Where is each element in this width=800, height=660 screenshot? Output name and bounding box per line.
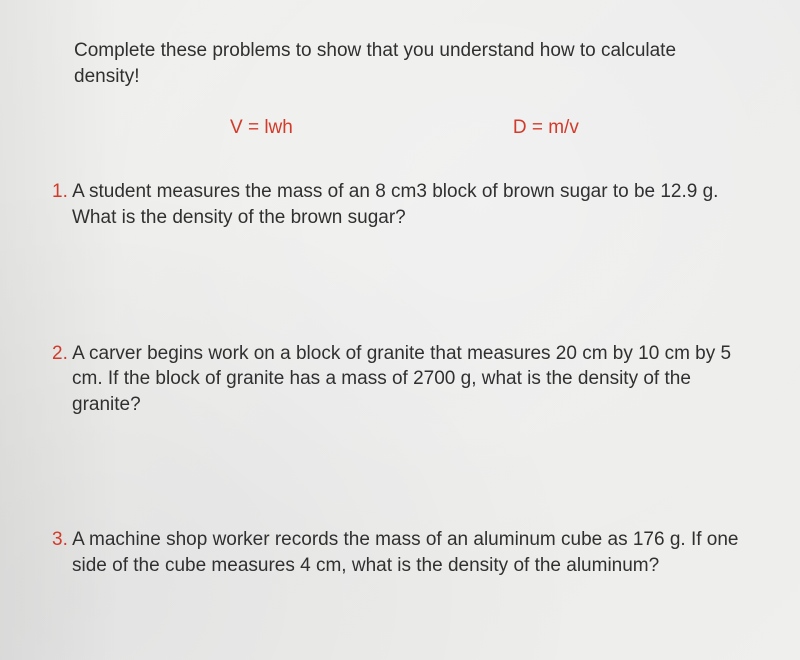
problem-2: 2. A carver begins work on a block of gr… bbox=[30, 341, 770, 418]
problem-text: A student measures the mass of an 8 cm3 … bbox=[72, 181, 718, 228]
intro-text: Complete these problems to show that you… bbox=[74, 38, 730, 89]
problem-number: 1. bbox=[52, 181, 68, 202]
volume-formula: V = lwh bbox=[230, 117, 293, 139]
density-formula: D = m/v bbox=[513, 117, 579, 139]
problem-1: 1. A student measures the mass of an 8 c… bbox=[30, 179, 770, 230]
problem-text: A carver begins work on a block of grani… bbox=[72, 343, 731, 415]
worksheet-content: Complete these problems to show that you… bbox=[30, 38, 770, 579]
problem-number: 3. bbox=[52, 529, 68, 550]
formula-row: V = lwh D = m/v bbox=[30, 117, 770, 139]
problem-3: 3. A machine shop worker records the mas… bbox=[30, 527, 770, 578]
problem-number: 2. bbox=[52, 343, 68, 364]
problem-text: A machine shop worker records the mass o… bbox=[72, 529, 739, 576]
